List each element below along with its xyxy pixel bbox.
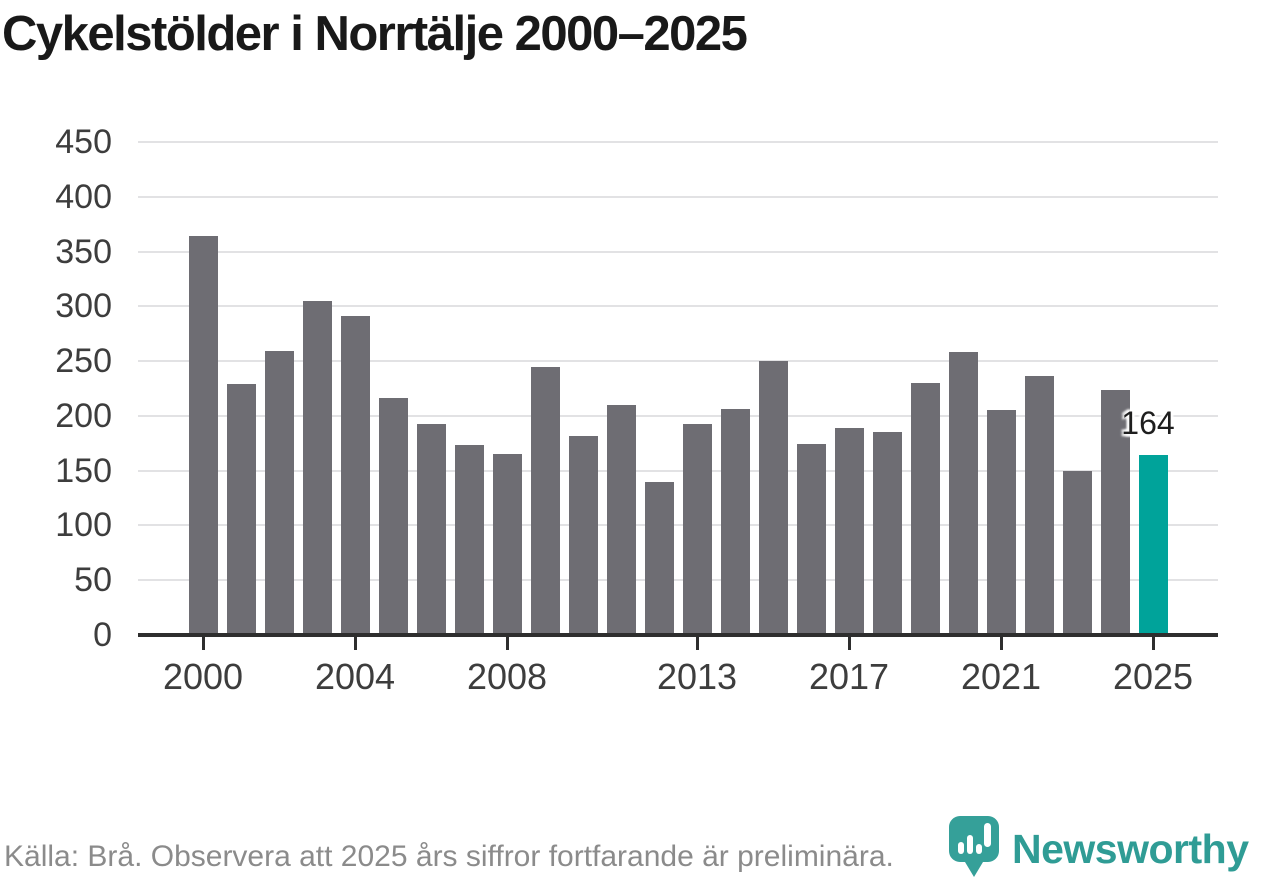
- y-tick-label-50: 50: [74, 561, 112, 600]
- y-tick-label-400: 400: [55, 177, 112, 216]
- x-tick-2025: [1151, 637, 1155, 650]
- bar-2013: [682, 423, 712, 635]
- highlight-value-label: 164: [1121, 405, 1175, 442]
- gridline-300: [138, 305, 1218, 308]
- x-tick-2000: [201, 637, 205, 650]
- bar-2006: [416, 423, 446, 635]
- bar-2003: [302, 300, 332, 635]
- bar-2005: [378, 398, 408, 635]
- plot-area: 2000 2004 2008 2013 2017 2021 2025 164: [138, 141, 1218, 697]
- x-tick-label-2013: 2013: [656, 656, 738, 697]
- bar-2011: [606, 404, 636, 635]
- x-tick-label-2000: 2000: [162, 656, 244, 697]
- x-tick-2004: [353, 637, 357, 650]
- bar-2002: [264, 351, 294, 635]
- bar-2024: [1100, 389, 1130, 635]
- x-tick-2008: [505, 637, 509, 650]
- y-tick-label-100: 100: [55, 506, 112, 545]
- x-tick-2021: [999, 637, 1003, 650]
- gridline-400: [138, 195, 1218, 198]
- bar-2004: [340, 316, 370, 635]
- gridline-150: [138, 469, 1218, 472]
- newsworthy-pin-icon: [949, 816, 999, 877]
- y-tick-label-0: 0: [93, 616, 112, 654]
- gridline-200: [138, 414, 1218, 417]
- bar-2010: [568, 435, 598, 635]
- x-tick-label-2021: 2021: [960, 656, 1042, 697]
- gridline-350: [138, 250, 1218, 253]
- gridline-50: [138, 579, 1218, 582]
- bar-2018: [872, 432, 902, 635]
- y-tick-label-450: 450: [55, 123, 112, 161]
- bar-2008: [492, 454, 522, 635]
- bar-2020: [948, 352, 978, 635]
- y-tick-label-200: 200: [55, 396, 112, 435]
- x-tick-label-2025: 2025: [1112, 656, 1194, 697]
- bar-2009: [530, 366, 560, 635]
- bar-2017: [834, 427, 864, 635]
- bar-2014: [720, 409, 750, 635]
- bar-2001: [226, 384, 256, 635]
- bar-2016: [796, 444, 826, 635]
- chart-title: Cykelstölder i Norrtälje 2000–2025: [2, 7, 748, 61]
- bar-2012: [644, 481, 674, 635]
- bar-2007: [454, 445, 484, 635]
- x-tick-2017: [847, 637, 851, 650]
- y-tick-label-250: 250: [55, 342, 112, 381]
- y-tick-label-150: 150: [55, 451, 112, 490]
- bar-2025: [1138, 455, 1168, 635]
- x-tick-2013: [695, 637, 699, 650]
- x-tick-label-2017: 2017: [808, 656, 890, 697]
- bar-2000: [188, 236, 218, 635]
- x-axis-line: [138, 633, 1218, 637]
- newsworthy-wordmark: Newsworthy: [1012, 826, 1249, 872]
- y-tick-label-350: 350: [55, 232, 112, 271]
- y-tick-label-300: 300: [55, 287, 112, 326]
- gridline-100: [138, 524, 1218, 527]
- bar-2023: [1062, 470, 1092, 635]
- bar-2019: [910, 383, 940, 635]
- gridline-250: [138, 360, 1218, 363]
- bar-2015: [758, 361, 788, 635]
- x-tick-label-2008: 2008: [466, 656, 548, 697]
- gridline-450: [138, 141, 1218, 143]
- x-tick-label-2004: 2004: [314, 656, 396, 697]
- bar-2022: [1024, 376, 1054, 635]
- bar-2021: [986, 410, 1016, 635]
- source-note: Källa: Brå. Observera att 2025 års siffr…: [4, 840, 894, 873]
